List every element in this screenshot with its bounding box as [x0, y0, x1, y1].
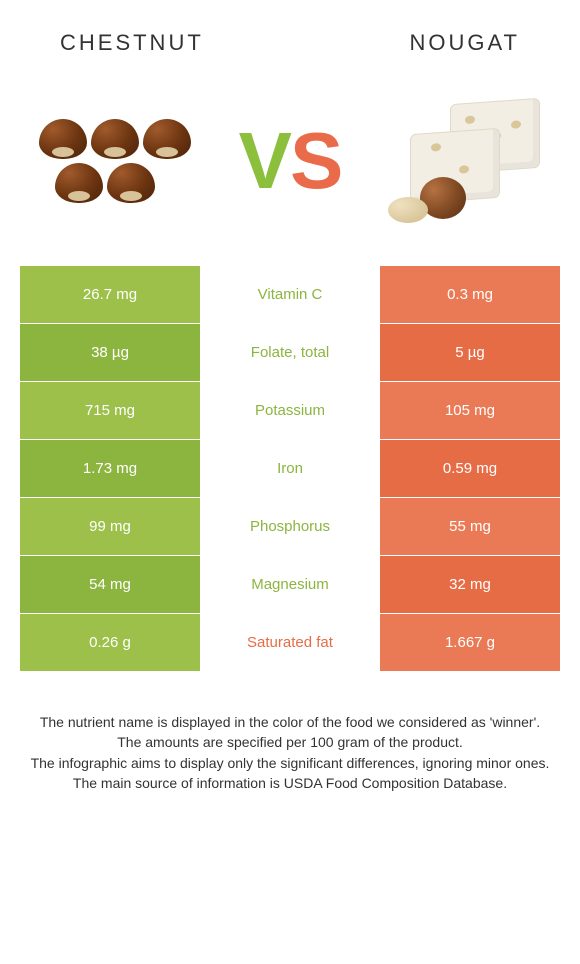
left-food-title: Chestnut — [60, 30, 204, 56]
image-row: V S — [0, 66, 580, 266]
table-row: 715 mgPotassium105 mg — [20, 382, 560, 440]
left-value: 38 µg — [20, 324, 200, 382]
vs-v: V — [239, 115, 290, 207]
table-row: 54 mgMagnesium32 mg — [20, 556, 560, 614]
right-value: 105 mg — [380, 382, 560, 440]
vs-label: V S — [239, 115, 342, 207]
left-value: 54 mg — [20, 556, 200, 614]
footnote-line: The amounts are specified per 100 gram o… — [20, 732, 560, 752]
nutrient-table: 26.7 mgVitamin C0.3 mg38 µgFolate, total… — [20, 266, 560, 672]
table-row: 99 mgPhosphorus55 mg — [20, 498, 560, 556]
table-row: 26.7 mgVitamin C0.3 mg — [20, 266, 560, 324]
nutrient-label: Saturated fat — [200, 614, 380, 672]
footnotes: The nutrient name is displayed in the co… — [0, 672, 580, 793]
right-value: 0.59 mg — [380, 440, 560, 498]
nutrient-label: Magnesium — [200, 556, 380, 614]
nutrient-label: Vitamin C — [200, 266, 380, 324]
table-row: 38 µgFolate, total5 µg — [20, 324, 560, 382]
footnote-line: The main source of information is USDA F… — [20, 773, 560, 793]
nutrient-label: Potassium — [200, 382, 380, 440]
footnote-line: The infographic aims to display only the… — [20, 753, 560, 773]
nutrient-label: Phosphorus — [200, 498, 380, 556]
right-value: 55 mg — [380, 498, 560, 556]
table-row: 1.73 mgIron0.59 mg — [20, 440, 560, 498]
header: Chestnut Nougat — [0, 0, 580, 66]
left-value: 0.26 g — [20, 614, 200, 672]
right-value: 0.3 mg — [380, 266, 560, 324]
right-value: 1.667 g — [380, 614, 560, 672]
nougat-image — [380, 91, 550, 231]
footnote-line: The nutrient name is displayed in the co… — [20, 712, 560, 732]
left-value: 99 mg — [20, 498, 200, 556]
left-value: 715 mg — [20, 382, 200, 440]
left-value: 26.7 mg — [20, 266, 200, 324]
nutrient-label: Iron — [200, 440, 380, 498]
right-food-title: Nougat — [410, 30, 520, 56]
left-value: 1.73 mg — [20, 440, 200, 498]
right-value: 5 µg — [380, 324, 560, 382]
right-value: 32 mg — [380, 556, 560, 614]
vs-s: S — [290, 115, 341, 207]
table-row: 0.26 gSaturated fat1.667 g — [20, 614, 560, 672]
nutrient-label: Folate, total — [200, 324, 380, 382]
chestnut-image — [30, 91, 200, 231]
